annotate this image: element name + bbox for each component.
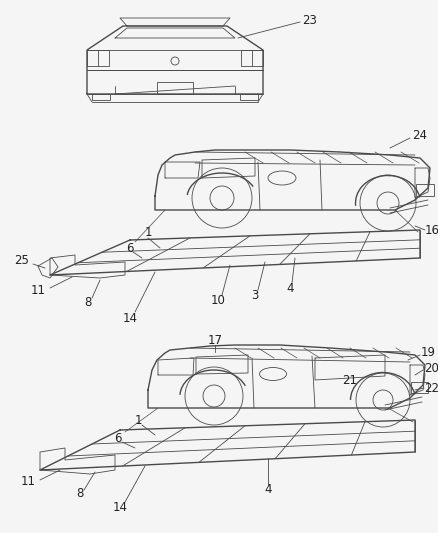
Text: 11: 11 [30,284,46,296]
Text: 1: 1 [134,414,141,426]
Bar [410,382,427,393]
Bar [415,184,433,196]
Text: 4: 4 [286,281,293,295]
Text: 4: 4 [264,483,271,497]
Text: 16: 16 [424,223,438,237]
Text: 23: 23 [302,13,317,27]
Text: 22: 22 [424,382,438,394]
Text: 6: 6 [126,241,134,254]
Text: 8: 8 [84,295,92,309]
Text: 25: 25 [14,254,29,266]
Bar [92,94,110,100]
Text: 24: 24 [412,128,427,141]
Text: 14: 14 [122,311,137,325]
Bar [157,82,193,94]
Text: 14: 14 [112,502,127,514]
Text: 8: 8 [76,488,84,500]
Bar [240,94,258,100]
Text: 6: 6 [114,432,121,445]
Text: 10: 10 [210,294,225,306]
Text: 1: 1 [144,225,152,238]
Text: 21: 21 [342,374,357,386]
Bar [240,50,262,66]
Text: 3: 3 [251,288,258,302]
Bar [87,50,109,66]
Text: 19: 19 [420,345,434,359]
Text: 20: 20 [424,361,438,375]
Text: 17: 17 [207,334,222,346]
Text: 11: 11 [21,475,35,489]
